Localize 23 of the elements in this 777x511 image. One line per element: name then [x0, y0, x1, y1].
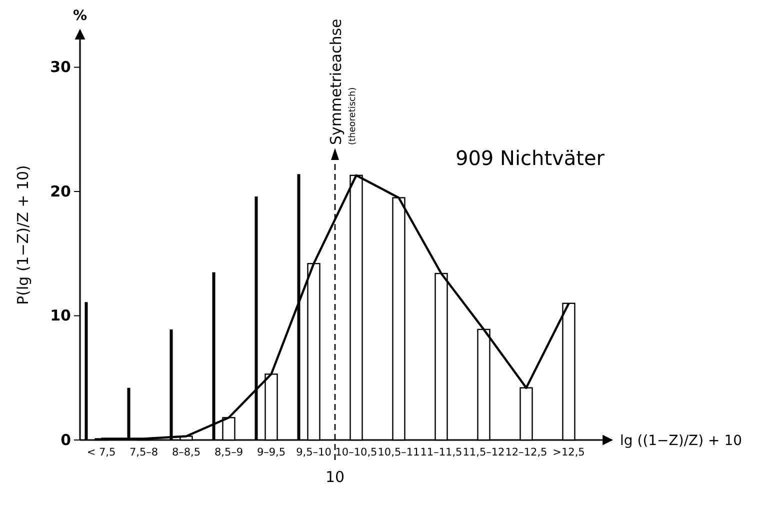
x-tick-label: 11–11,5: [420, 446, 462, 458]
x-tick-label: 8,5–9: [214, 446, 244, 458]
x-axis-title: lg ((1−Z)/Z) + 10: [620, 433, 742, 449]
x-tick-label: 7,5–8: [129, 446, 158, 458]
annotation: Symmetrieachse: [327, 18, 345, 145]
y-tick-label: 20: [50, 182, 71, 200]
x-tick-label: 11,5–12: [462, 446, 505, 458]
x-tick-label: 10–10,5: [335, 446, 378, 458]
x-tick-label: 9,5–10: [296, 446, 332, 458]
x-tick-label: < 7,5: [86, 446, 116, 458]
x-tick-label: 12–12,5: [505, 446, 548, 458]
x-tick-label: 9–9,5: [256, 446, 286, 458]
text: %: [72, 8, 88, 24]
x-tick-label: 10,5–11: [378, 446, 420, 458]
y-axis-title: P(lg (1−Z)/Z + 10): [14, 165, 32, 305]
annotation: (theoretisch): [348, 87, 358, 145]
y-tick-label: 10: [50, 306, 71, 325]
x-tick-label: 8–8,5: [172, 446, 201, 458]
y-tick-label: 30: [50, 58, 71, 76]
text: 10: [325, 468, 345, 486]
y-tick-label: 0: [60, 430, 71, 449]
text: 909 Nichtväter: [455, 146, 606, 170]
x-tick-label: >12,5: [552, 446, 585, 458]
